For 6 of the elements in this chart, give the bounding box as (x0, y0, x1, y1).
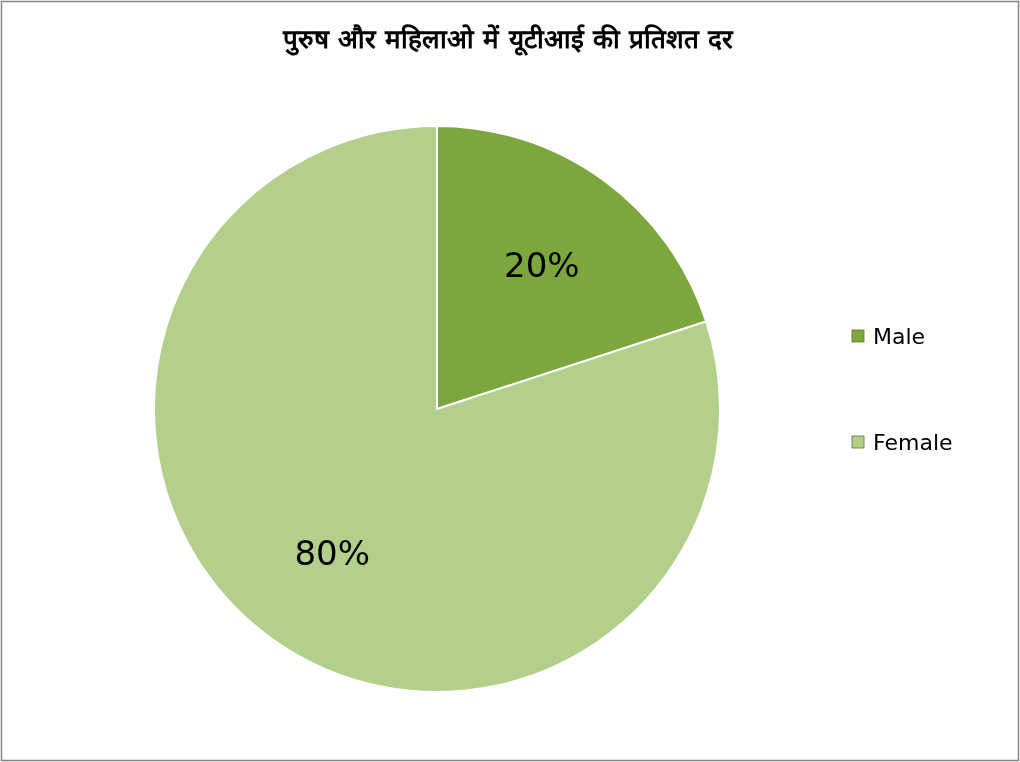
chart-title: पुरुष और महिलाओ में यूटीआई की प्रतिशत दर (282, 24, 734, 56)
pie-slice (153, 125, 721, 693)
data-label: 80% (294, 533, 370, 574)
data-label: 20% (504, 244, 580, 285)
legend-label: Female (873, 430, 953, 455)
legend-label: Male (873, 324, 926, 349)
